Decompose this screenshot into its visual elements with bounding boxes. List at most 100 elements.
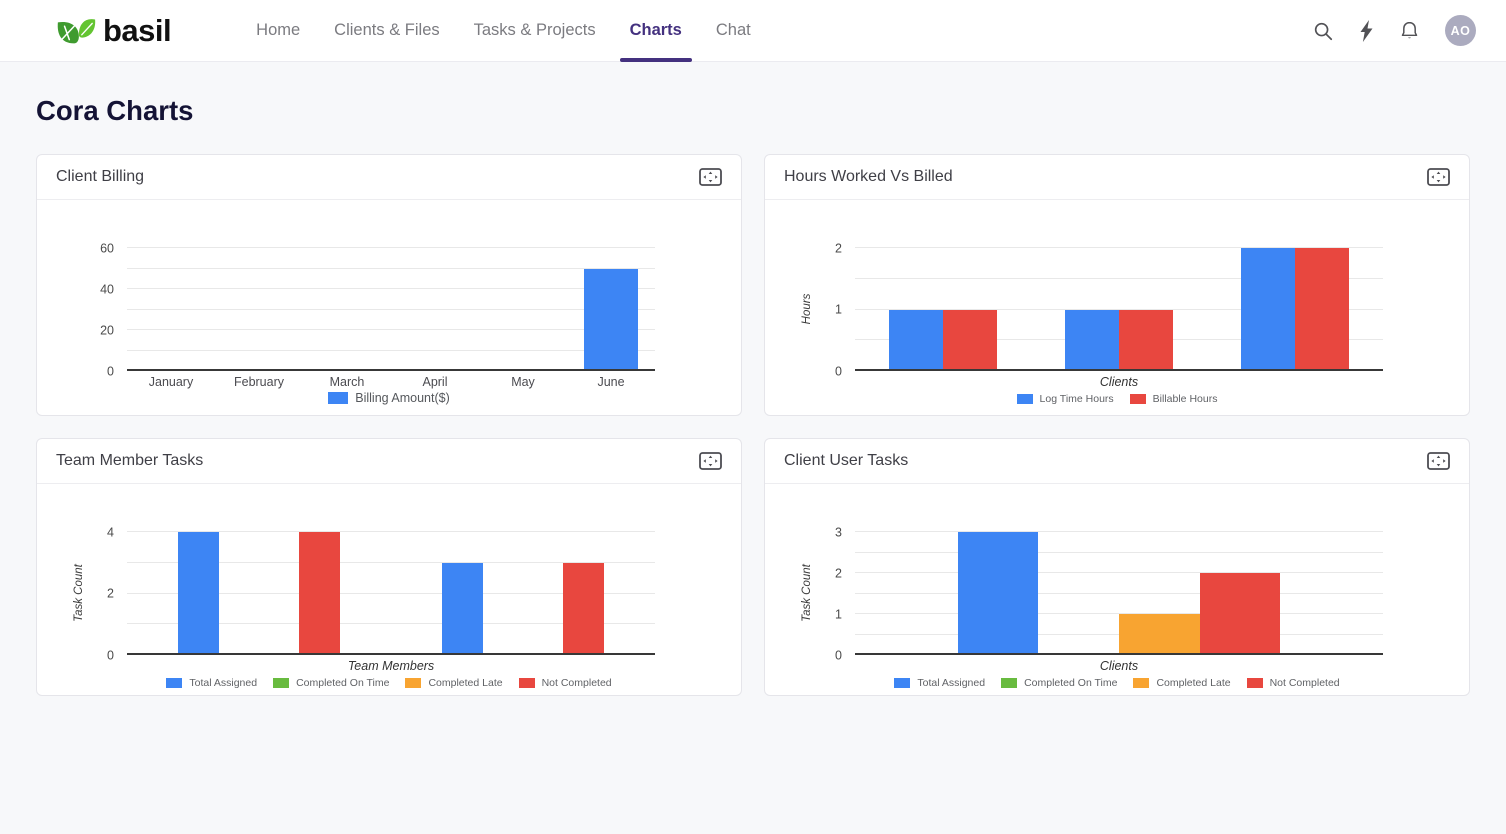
legend-item: Billable Hours [1129, 393, 1218, 405]
fullscreen-icon[interactable] [1427, 168, 1450, 186]
legend-swatch [1001, 678, 1018, 688]
y-axis-ticks: 0 1 2 [765, 242, 855, 377]
x-axis-baseline [127, 369, 655, 371]
legend-item: Billing Amount($) [328, 391, 450, 405]
legend-item: Total Assigned [894, 677, 985, 689]
gridline [127, 288, 655, 289]
gridline [855, 551, 1383, 553]
gridline [855, 613, 1383, 614]
chart-legend: Billing Amount($) [37, 391, 741, 405]
nav-item-tasks-projects[interactable]: Tasks & Projects [474, 0, 596, 61]
nav-item-home[interactable]: Home [256, 0, 300, 61]
y-tick-label: 0 [835, 363, 842, 378]
nav-label: Chat [715, 21, 751, 39]
legend-swatch [328, 392, 349, 404]
bar [563, 562, 604, 653]
legend-label: Log Time Hours [1039, 393, 1114, 405]
gridline [855, 592, 1383, 594]
nav-item-chat[interactable]: Chat [716, 0, 751, 61]
chart-plot-area [127, 531, 655, 655]
fullscreen-icon[interactable] [699, 168, 722, 186]
gridline [855, 247, 1383, 248]
gridline [855, 531, 1383, 532]
legend-label: Total Assigned [189, 677, 258, 689]
y-tick-label: 3 [835, 524, 842, 539]
x-axis-title: Clients [1099, 375, 1139, 389]
gridline [127, 329, 655, 330]
gridline [127, 308, 655, 310]
card-header: Team Member Tasks [37, 439, 741, 484]
x-axis-labels: January February March April May June [127, 375, 655, 392]
bar [1119, 309, 1173, 369]
fullscreen-icon[interactable] [1427, 452, 1450, 470]
y-axis-title: Task Count [73, 564, 85, 622]
x-axis-title: Team Members [347, 659, 435, 673]
legend-item: Log Time Hours [1016, 393, 1114, 405]
y-axis-ticks: 0 2 4 [37, 526, 127, 661]
legend-swatch [894, 678, 911, 688]
gridline [127, 531, 655, 532]
nav-label: Charts [629, 21, 682, 39]
chart-team-member-tasks: 0 2 4 Task Count Team Members Total Assigned C… [37, 484, 741, 694]
nav-item-clients-files[interactable]: Clients & Files [334, 0, 439, 61]
fullscreen-icon[interactable] [699, 452, 722, 470]
chart-legend: Log Time Hours Billable Hours [765, 393, 1469, 405]
chart-legend: Total Assigned Completed On Time Completed… [765, 677, 1469, 689]
nav-item-charts[interactable]: Charts [619, 0, 692, 62]
avatar[interactable]: AO [1445, 15, 1476, 46]
chart-legend: Total Assigned Completed On Time Completed… [37, 677, 741, 689]
y-axis-ticks: 0 20 40 60 [37, 242, 127, 377]
card-title: Hours Worked Vs Billed [784, 168, 953, 185]
legend-swatch [1246, 678, 1263, 688]
nav-label: Clients & Files [334, 21, 440, 39]
main-content: Cora Charts Client Billing 0 20 40 60 Januar… [0, 95, 1506, 696]
card-title: Team Member Tasks [56, 452, 204, 469]
bar [1295, 248, 1349, 369]
logo-text: basil [103, 12, 172, 48]
legend-swatch [518, 678, 535, 688]
main-nav: Home Clients & Files Tasks & Projects Ch… [256, 0, 751, 62]
legend-swatch [273, 678, 290, 688]
x-axis-baseline [855, 653, 1383, 655]
legend-item: Completed On Time [273, 677, 389, 689]
legend-item: Completed On Time [1001, 677, 1117, 689]
bar [299, 532, 340, 653]
basil-leaf-icon [55, 13, 97, 49]
chart-plot-area [855, 531, 1383, 655]
card-header: Client Billing [37, 155, 741, 200]
x-tick-label: May [511, 375, 535, 389]
legend-label: Billable Hours [1152, 393, 1218, 405]
legend-swatch [1129, 394, 1146, 404]
gridline [127, 561, 655, 563]
bar [889, 309, 943, 369]
gridline [855, 277, 1383, 279]
chart-plot-area [127, 247, 655, 371]
x-tick-label: January [148, 375, 194, 389]
gridline [127, 349, 655, 351]
search-icon[interactable] [1312, 20, 1334, 42]
card-title: Client User Tasks [784, 452, 909, 469]
x-tick-label: April [422, 375, 448, 389]
y-tick-label: 0 [107, 363, 114, 378]
legend-label: Billing Amount($) [355, 391, 450, 405]
card-team-member-tasks: Team Member Tasks 0 2 4 Task Count Team Memb… [36, 438, 742, 696]
y-tick-label: 1 [835, 302, 842, 317]
basil-logo[interactable]: basil [55, 0, 172, 61]
card-hours-worked-vs-billed: Hours Worked Vs Billed 0 1 2 Hours Clients Lo… [764, 154, 1470, 416]
flash-icon[interactable] [1359, 19, 1374, 42]
bar [1119, 614, 1200, 653]
chart-client-user-tasks: 0 1 2 3 Task Count Clients Total Assigned Compl… [765, 484, 1469, 694]
notifications-icon[interactable] [1399, 19, 1420, 42]
gridline [855, 308, 1383, 310]
y-axis-title: Task Count [801, 564, 813, 622]
legend-item: Not Completed [518, 677, 612, 689]
legend-label: Completed On Time [296, 677, 390, 689]
x-tick-label: March [329, 375, 365, 389]
bar [1199, 573, 1281, 653]
bar [957, 532, 1039, 653]
app-header: basil Home Clients & Files Tasks & Proje… [0, 0, 1506, 62]
chart-plot-area [855, 247, 1383, 371]
card-header: Client User Tasks [765, 439, 1469, 484]
x-axis-title: Clients [1099, 659, 1139, 673]
y-tick-label: 0 [835, 647, 842, 662]
